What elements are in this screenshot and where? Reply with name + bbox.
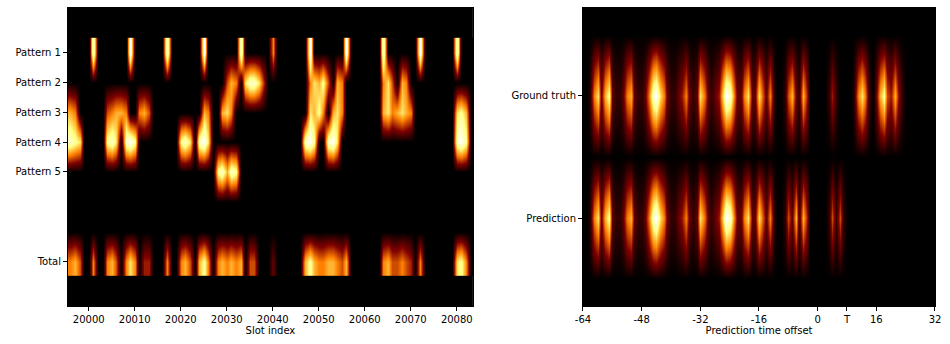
svg-text:20000: 20000 [73, 314, 105, 325]
svg-text:Pattern 2: Pattern 2 [15, 77, 61, 88]
svg-text:-16: -16 [751, 314, 767, 325]
svg-text:Pattern 1: Pattern 1 [15, 47, 61, 58]
svg-text:0: 0 [814, 314, 820, 325]
svg-text:20030: 20030 [211, 314, 243, 325]
svg-text:32: 32 [929, 314, 942, 325]
svg-text:20060: 20060 [349, 314, 381, 325]
svg-text:20040: 20040 [257, 314, 289, 325]
svg-text:16: 16 [870, 314, 883, 325]
svg-text:T: T [843, 314, 851, 325]
svg-text:20080: 20080 [441, 314, 473, 325]
svg-text:-32: -32 [692, 314, 708, 325]
svg-text:Pattern 4: Pattern 4 [15, 137, 61, 148]
svg-text:Prediction time offset: Prediction time offset [706, 325, 813, 336]
svg-text:-48: -48 [633, 314, 649, 325]
svg-text:Pattern 5: Pattern 5 [15, 166, 61, 177]
svg-text:Prediction: Prediction [526, 213, 576, 224]
svg-text:20010: 20010 [119, 314, 151, 325]
svg-text:20020: 20020 [165, 314, 197, 325]
svg-text:Pattern 3: Pattern 3 [15, 107, 61, 118]
svg-text:-64: -64 [575, 314, 591, 325]
svg-text:Slot index: Slot index [246, 325, 296, 336]
svg-text:Total: Total [37, 256, 61, 267]
svg-text:Ground truth: Ground truth [511, 90, 576, 101]
svg-text:20050: 20050 [303, 314, 335, 325]
svg-text:20070: 20070 [395, 314, 427, 325]
